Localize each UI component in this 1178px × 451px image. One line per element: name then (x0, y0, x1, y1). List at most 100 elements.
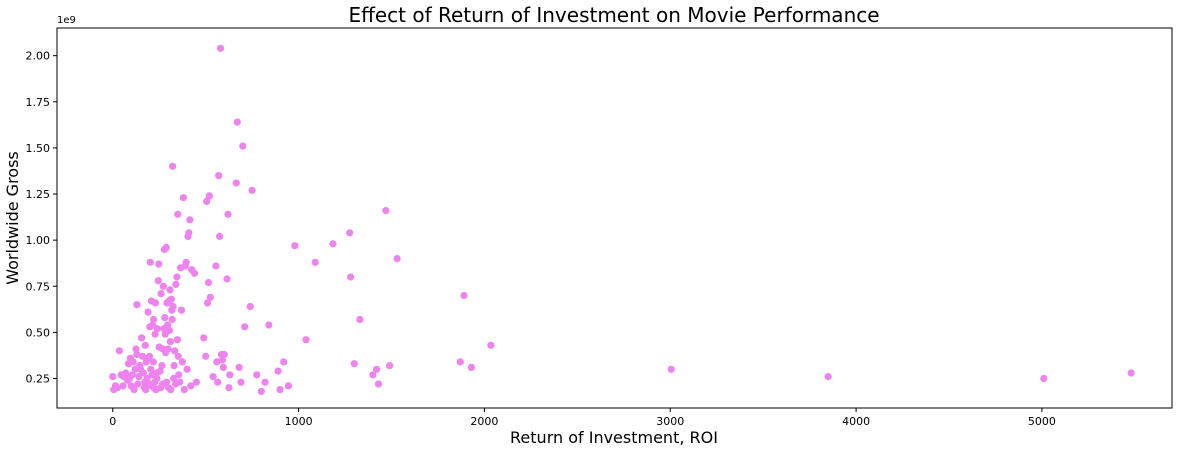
data-point (138, 352, 147, 360)
data-point (284, 382, 292, 390)
data-point (157, 290, 165, 298)
data-point (141, 341, 149, 349)
data-point (149, 358, 157, 366)
data-point (241, 323, 249, 331)
data-point (329, 240, 337, 248)
data-point (220, 350, 228, 359)
data-point (187, 382, 195, 390)
data-point (460, 291, 468, 300)
data-point (261, 378, 269, 386)
data-point (186, 216, 194, 224)
data-point (218, 356, 226, 364)
data-point (167, 386, 175, 394)
y-tick-label: 1.75 (26, 96, 51, 109)
data-point (467, 363, 475, 371)
data-point (162, 243, 170, 252)
y-axis-offset-label: 1e9 (57, 15, 76, 26)
data-point (128, 371, 136, 379)
data-point (202, 352, 210, 360)
data-point (248, 186, 256, 194)
y-axis-label: Worldwide Gross (3, 151, 22, 285)
x-tick-label: 5000 (1028, 415, 1056, 428)
data-point (209, 373, 217, 381)
data-point (166, 338, 174, 346)
data-point (165, 326, 173, 335)
data-point (203, 197, 211, 205)
data-point (216, 232, 224, 240)
data-point (183, 365, 191, 373)
data-point (225, 384, 233, 392)
data-point (200, 334, 208, 342)
data-point (456, 358, 464, 366)
x-tick-label: 0 (109, 415, 116, 428)
data-point (216, 44, 225, 52)
data-point (173, 336, 181, 344)
data-point (239, 142, 247, 150)
data-point (291, 242, 299, 250)
data-point (192, 378, 200, 386)
data-point (150, 315, 158, 324)
data-point (169, 162, 177, 170)
data-point (280, 358, 288, 366)
data-point (153, 325, 161, 333)
data-point (133, 350, 141, 359)
data-point (170, 374, 178, 383)
data-point (164, 345, 172, 353)
data-point (253, 371, 261, 379)
data-point (153, 374, 161, 383)
data-point (178, 358, 186, 366)
y-tick-label: 0.50 (26, 326, 51, 339)
data-point (172, 280, 180, 288)
data-point (386, 362, 394, 370)
data-point (206, 293, 214, 301)
data-point (179, 194, 187, 202)
data-point (190, 269, 199, 277)
data-point (215, 172, 223, 180)
data-point (356, 315, 364, 324)
y-axis-ticks: 0.25 0.50 0.75 1.00 1.25 1.50 1.75 2.00 (26, 50, 57, 385)
data-point (246, 302, 254, 311)
data-point (129, 358, 137, 366)
data-point (226, 371, 234, 379)
data-point (302, 336, 310, 344)
y-tick-label: 1.00 (26, 234, 51, 247)
data-point (374, 380, 383, 388)
data-point (237, 378, 245, 386)
data-point (146, 258, 154, 266)
data-point (369, 371, 377, 379)
data-point (232, 179, 240, 187)
data-point (213, 358, 221, 366)
data-point (223, 275, 231, 283)
data-point (122, 369, 130, 377)
data-point (170, 362, 178, 370)
x-axis-label: Return of Investment, ROI (510, 428, 718, 447)
data-point (133, 301, 141, 309)
data-point (347, 273, 355, 281)
data-point (166, 286, 174, 294)
data-point (204, 279, 213, 287)
data-point (154, 277, 162, 285)
data-point (373, 365, 381, 373)
y-tick-label: 0.25 (26, 372, 51, 385)
data-point (233, 118, 241, 126)
data-point (158, 362, 166, 370)
data-point (824, 373, 832, 381)
data-point (138, 334, 146, 342)
data-point (212, 262, 220, 270)
data-point (159, 282, 167, 290)
chart-title: Effect of Return of Investment on Movie … (348, 3, 879, 27)
data-point (164, 321, 172, 329)
data-point (130, 386, 138, 394)
data-point (219, 363, 227, 371)
data-point (175, 371, 183, 379)
data-point (311, 258, 319, 266)
data-point (276, 386, 284, 394)
data-point (235, 363, 243, 371)
data-point (169, 302, 177, 311)
x-tick-label: 1000 (285, 415, 313, 428)
data-point (265, 321, 273, 329)
data-point (119, 382, 127, 390)
data-point (173, 273, 181, 281)
data-point (155, 260, 163, 268)
